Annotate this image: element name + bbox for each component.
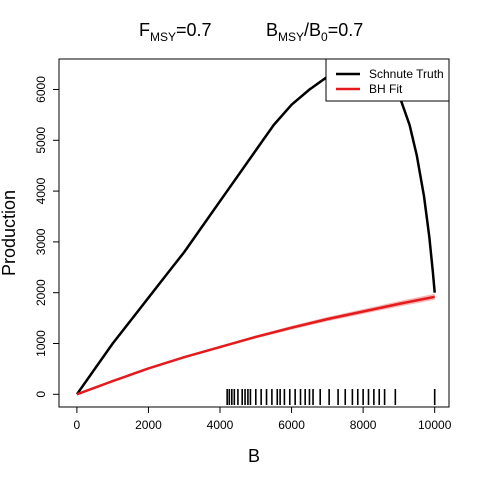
y-tick-label: 6000: [34, 76, 48, 103]
series-line-bh-fit: [76, 295, 435, 396]
plot-frame: [58, 58, 450, 408]
x-tick-label: 0: [74, 418, 81, 432]
legend: Schnute Truth BH Fit: [325, 58, 450, 102]
y-tick-label: 2000: [34, 279, 48, 306]
legend-box: [325, 58, 450, 102]
title-f-sub: MSY: [150, 30, 176, 44]
title-f-main: F: [139, 20, 150, 40]
y-tick-label: 0: [34, 391, 48, 398]
y-tick-label: 5000: [34, 127, 48, 154]
x-axis: 0 2000 4000 6000 8000 10000: [74, 407, 452, 432]
y-axis: 0 1000 2000 3000 4000 5000 6000: [34, 76, 59, 398]
y-tick-label: 1000: [34, 330, 48, 357]
title-b-sub: MSY: [278, 30, 304, 44]
x-tick-label: 4000: [207, 418, 234, 432]
y-tick-label: 4000: [34, 177, 48, 204]
y-axis-label: Production: [0, 190, 19, 276]
x-tick-label: 10000: [418, 418, 452, 432]
y-tick-label: 3000: [34, 228, 48, 255]
title-f-value: =0.7: [176, 20, 212, 40]
svg-text:FMSY=0.7: FMSY=0.7: [139, 20, 212, 44]
x-tick-label: 6000: [278, 418, 305, 432]
title-b-sub0: 0: [321, 30, 328, 44]
x-tick-label: 8000: [350, 418, 377, 432]
title-b-slash: /B: [304, 20, 321, 40]
rug-layer: [226, 389, 436, 405]
title-b-value: =0.7: [328, 20, 364, 40]
x-tick-label: 2000: [135, 418, 162, 432]
legend-label-bh-fit: BH Fit: [369, 82, 403, 96]
svg-text:BMSY/B0=0.7: BMSY/B0=0.7: [266, 20, 363, 44]
series-lines-layer: [75, 65, 436, 396]
chart-title: FMSY=0.7 BMSY/B0=0.7: [139, 20, 363, 44]
legend-label-schnute: Schnute Truth: [369, 67, 444, 81]
title-b-main: B: [266, 20, 278, 40]
x-axis-label: B: [248, 446, 260, 466]
series-line-schnute-truth: [75, 65, 436, 396]
